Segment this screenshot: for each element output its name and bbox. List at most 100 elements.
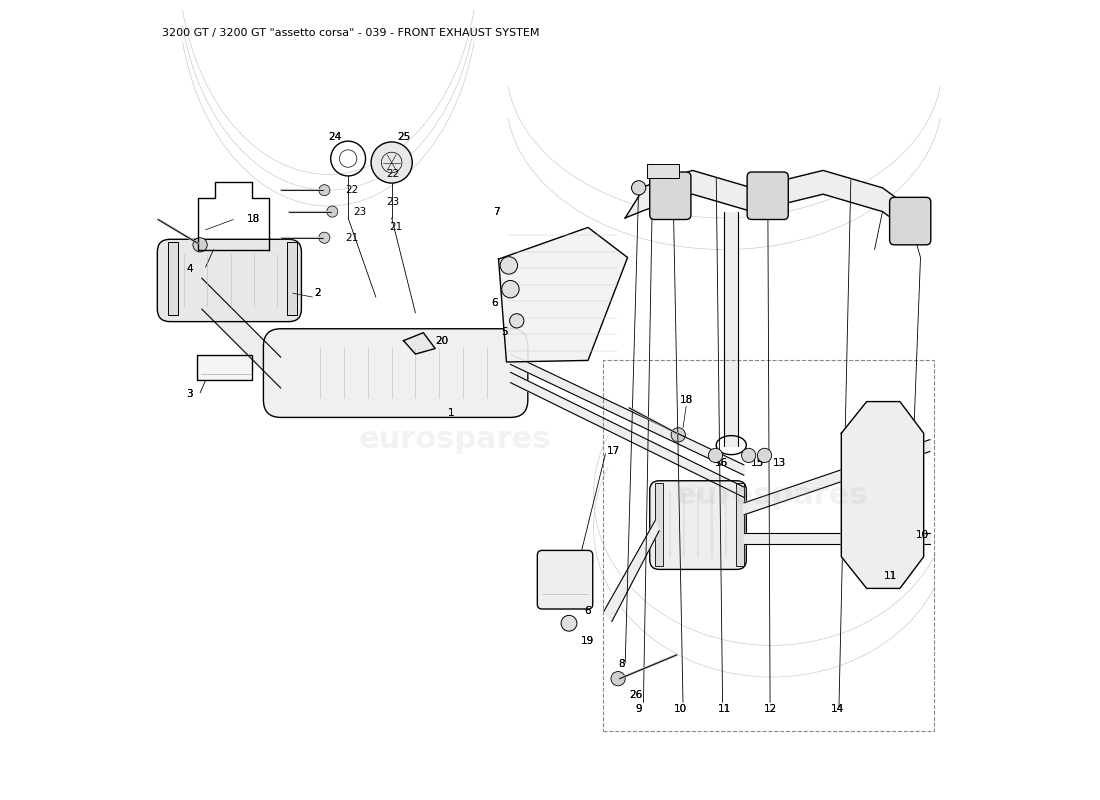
Text: 11: 11	[883, 570, 896, 581]
Text: 12: 12	[763, 704, 777, 714]
FancyBboxPatch shape	[157, 239, 301, 322]
Polygon shape	[498, 227, 628, 362]
Text: eurospares: eurospares	[359, 425, 551, 454]
Text: 23: 23	[386, 197, 400, 207]
Text: 8: 8	[618, 659, 625, 670]
Bar	[287, 242, 297, 315]
Circle shape	[500, 257, 517, 274]
Text: 6: 6	[492, 298, 498, 309]
FancyBboxPatch shape	[650, 172, 691, 219]
Circle shape	[327, 206, 338, 217]
Text: 10: 10	[674, 704, 688, 714]
Text: 21: 21	[389, 222, 403, 233]
Polygon shape	[842, 402, 924, 589]
Text: 15: 15	[751, 458, 764, 468]
Text: 4: 4	[187, 264, 194, 274]
Text: 24: 24	[328, 132, 341, 142]
Text: 5: 5	[502, 327, 508, 337]
Text: 23: 23	[353, 206, 366, 217]
Text: 6: 6	[492, 298, 498, 309]
Polygon shape	[510, 372, 744, 498]
Circle shape	[319, 232, 330, 243]
Bar	[648, 164, 679, 178]
Bar	[168, 242, 178, 315]
Text: 25: 25	[397, 132, 410, 142]
Text: 22: 22	[345, 186, 359, 195]
Text: 3: 3	[186, 390, 192, 399]
Text: 1: 1	[448, 408, 454, 418]
Circle shape	[509, 314, 524, 328]
Text: 10: 10	[674, 704, 688, 714]
Polygon shape	[625, 170, 924, 242]
Text: 13: 13	[773, 458, 786, 468]
Text: 14: 14	[830, 704, 844, 714]
Circle shape	[502, 281, 519, 298]
Bar	[603, 361, 934, 731]
Polygon shape	[510, 354, 744, 475]
Text: 16: 16	[714, 458, 727, 468]
Text: 2: 2	[315, 288, 321, 298]
Text: 5: 5	[502, 327, 508, 337]
Text: 18: 18	[246, 214, 260, 225]
Text: 7: 7	[493, 206, 499, 217]
Circle shape	[610, 671, 625, 686]
Text: 18: 18	[246, 214, 260, 225]
Bar	[736, 483, 744, 566]
Text: 24: 24	[328, 132, 341, 142]
Bar	[656, 483, 663, 566]
Text: 1: 1	[448, 408, 454, 418]
Text: 9: 9	[636, 704, 642, 714]
Text: 11: 11	[717, 704, 730, 714]
Text: 16: 16	[714, 458, 727, 468]
Text: 19: 19	[581, 637, 594, 646]
Circle shape	[741, 448, 756, 462]
Text: 3200 GT / 3200 GT "assetto corsa" - 039 - FRONT EXHAUST SYSTEM: 3200 GT / 3200 GT "assetto corsa" - 039 …	[162, 28, 540, 38]
Text: 18: 18	[680, 395, 693, 405]
Bar	[197, 355, 252, 380]
Text: 15: 15	[751, 458, 764, 468]
Text: 11: 11	[717, 704, 730, 714]
Text: 26: 26	[629, 690, 642, 699]
Text: 25: 25	[397, 132, 410, 142]
Polygon shape	[404, 333, 436, 354]
Text: 3: 3	[186, 390, 192, 399]
Text: 19: 19	[581, 637, 594, 646]
FancyBboxPatch shape	[890, 198, 931, 245]
Circle shape	[371, 142, 412, 183]
Text: 17: 17	[607, 446, 620, 457]
Text: 2: 2	[315, 288, 321, 298]
Polygon shape	[604, 520, 659, 622]
Circle shape	[671, 428, 685, 442]
Polygon shape	[201, 278, 280, 388]
FancyBboxPatch shape	[537, 550, 593, 609]
Text: 6: 6	[584, 606, 591, 616]
Text: 20: 20	[434, 336, 448, 346]
Text: 12: 12	[763, 704, 777, 714]
Text: 7: 7	[493, 206, 499, 217]
Polygon shape	[724, 211, 738, 446]
FancyBboxPatch shape	[650, 481, 746, 570]
Text: 9: 9	[636, 704, 642, 714]
Text: 11: 11	[883, 570, 896, 581]
Text: 18: 18	[680, 395, 693, 405]
Circle shape	[758, 448, 772, 462]
Text: 22: 22	[386, 170, 400, 179]
Circle shape	[319, 185, 330, 196]
Circle shape	[192, 238, 207, 252]
Text: 17: 17	[607, 446, 620, 457]
Polygon shape	[744, 533, 930, 544]
Text: 26: 26	[629, 690, 642, 699]
Polygon shape	[744, 439, 930, 514]
Text: 13: 13	[773, 458, 786, 468]
Text: 6: 6	[584, 606, 591, 616]
FancyBboxPatch shape	[747, 172, 789, 219]
Text: 8: 8	[618, 659, 625, 670]
Text: 21: 21	[345, 233, 359, 242]
Text: 20: 20	[434, 336, 448, 346]
Circle shape	[561, 615, 576, 631]
Text: 4: 4	[187, 264, 194, 274]
Text: 10: 10	[915, 530, 928, 539]
Circle shape	[631, 181, 646, 195]
Text: 10: 10	[915, 530, 928, 539]
Text: eurospares: eurospares	[675, 481, 868, 510]
